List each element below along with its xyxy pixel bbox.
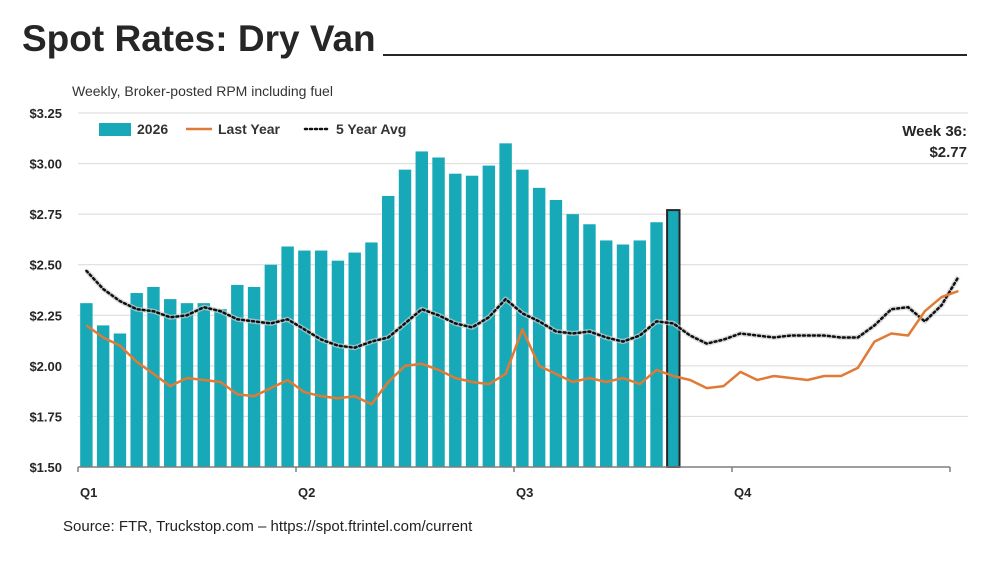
bar: [147, 286, 160, 467]
bar: [499, 143, 512, 468]
bar: [281, 246, 294, 467]
bar: [80, 303, 93, 467]
bar: [298, 250, 311, 467]
bar: [616, 244, 630, 467]
five-year-avg-line: [85, 269, 960, 349]
bar: [180, 303, 194, 467]
y-tick-label: $2.25: [29, 308, 62, 323]
bar: [566, 214, 579, 467]
y-tick-label: $2.50: [29, 258, 62, 273]
quarter-label: Q4: [734, 485, 752, 500]
bar: [532, 187, 546, 468]
bar: [264, 264, 278, 467]
bars-2026: [80, 143, 681, 468]
legend-swatch-2026: [99, 123, 131, 136]
bar: [633, 240, 646, 467]
bar: [247, 286, 261, 467]
bar: [96, 325, 110, 467]
y-tick-label: $2.75: [29, 207, 62, 222]
series-lines: [84, 269, 961, 406]
bar: [331, 260, 345, 467]
callout-week-label: Week 36:: [902, 123, 967, 140]
bar: [600, 240, 613, 467]
bar: [130, 293, 143, 467]
bar: [113, 333, 127, 467]
quarter-label: Q2: [298, 485, 315, 500]
legend: 2026 Last Year 5 Year Avg: [99, 121, 406, 137]
bar: [214, 309, 227, 467]
y-tick-label: $2.00: [29, 359, 62, 374]
bar: [449, 173, 462, 467]
chart-subtitle: Weekly, Broker-posted RPM including fuel: [72, 83, 333, 99]
bar-current-week: [666, 209, 681, 468]
page-title: Spot Rates: Dry Van: [22, 18, 376, 59]
y-tick-label: $1.50: [29, 460, 62, 475]
legend-label-five-year-avg: 5 Year Avg: [336, 121, 406, 137]
bar: [583, 224, 596, 467]
bar: [382, 195, 395, 468]
callout-value: $2.77: [929, 144, 967, 161]
bar: [432, 157, 445, 467]
last-year-line: [85, 289, 959, 406]
y-tick-label: $3.00: [29, 157, 62, 172]
y-tick-label: $1.75: [29, 409, 62, 424]
quarter-label: Q1: [80, 485, 97, 500]
legend-label-2026: 2026: [137, 121, 168, 137]
bar: [231, 284, 244, 467]
bar: [164, 299, 177, 467]
y-tick-label: $3.25: [29, 106, 62, 121]
bar: [650, 222, 663, 467]
week-callout: Week 36: $2.77: [902, 121, 967, 163]
bar: [314, 250, 328, 467]
title-rule: [383, 54, 967, 56]
bar: [197, 303, 210, 467]
bar: [348, 252, 361, 467]
bar: [465, 175, 479, 468]
bar: [516, 169, 529, 467]
y-axis-ticks: $1.50 $1.75 $2.00 $2.25 $2.50 $2.75 $3.00 $3.25: [29, 106, 62, 475]
x-axis: Q1 Q2 Q3 Q4: [77, 466, 951, 500]
legend-label-last-year: Last Year: [218, 121, 281, 137]
bar: [398, 169, 412, 467]
quarter-label: Q3: [516, 485, 533, 500]
source-note: Source: FTR, Truckstop.com – https://spo…: [63, 518, 473, 535]
bar: [365, 242, 378, 467]
